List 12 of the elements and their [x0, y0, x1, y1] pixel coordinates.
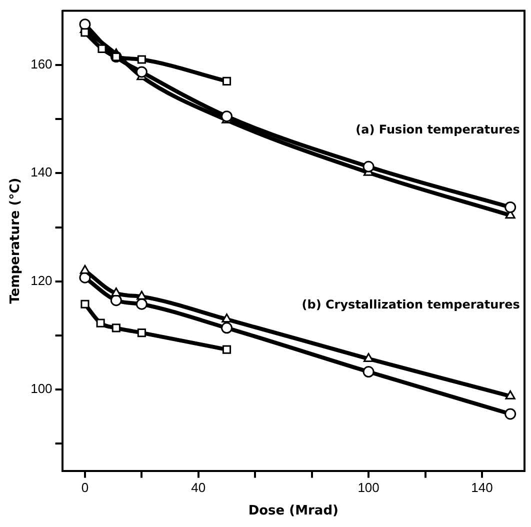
annotation: (b) Crystallization temperatures [302, 297, 520, 312]
x-tick-label: 140 [471, 480, 493, 496]
y-axis-title: Temperature (°C) [8, 178, 24, 304]
x-tick-label: 40 [191, 480, 206, 496]
y-tick-label: 100 [30, 381, 52, 396]
annotation: (a) Fusion temperatures [356, 122, 520, 137]
y-tick-label: 120 [30, 272, 52, 288]
x-tick-label: 0 [81, 480, 89, 496]
x-tick-label: 100 [358, 480, 380, 496]
x-axis-title: Dose (Mrad) [248, 504, 338, 519]
y-tick-label: 160 [30, 56, 52, 72]
y-tick-label: 140 [30, 164, 52, 180]
